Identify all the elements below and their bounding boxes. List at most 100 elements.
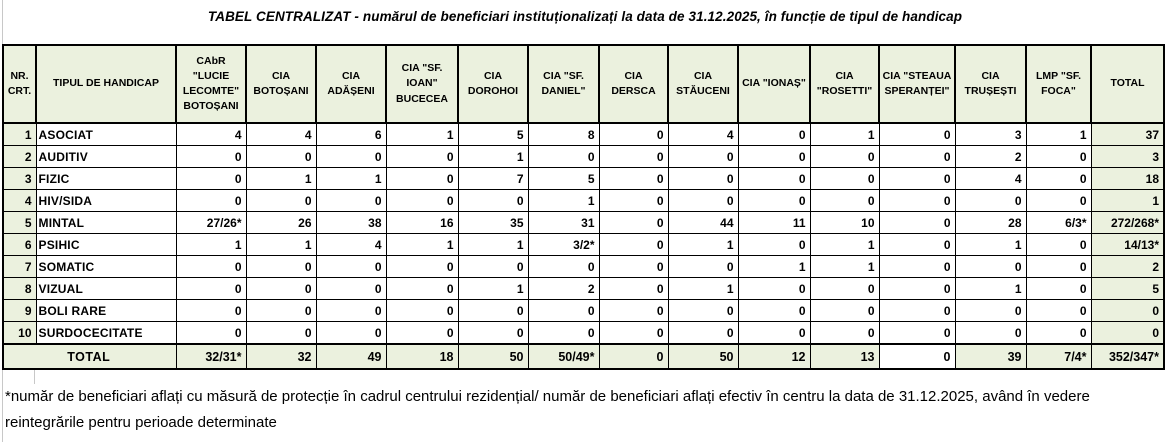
value-cell[interactable]: 28 [954,211,1027,234]
value-cell[interactable]: 0 [598,299,669,322]
value-cell[interactable]: 4 [175,122,247,146]
value-cell[interactable]: 0 [385,145,459,168]
value-cell[interactable]: 31 [527,211,600,234]
value-cell[interactable]: 2 [527,277,600,300]
total-value-cell[interactable]: 50 [667,343,739,370]
value-cell[interactable]: 0 [878,321,956,345]
value-cell[interactable]: 1 [737,255,811,278]
column-header[interactable]: CIA BOTOȘANI [245,44,317,124]
value-cell[interactable]: 0 [878,167,956,190]
column-header[interactable]: CIA TRUȘEȘTI [954,44,1027,124]
value-cell[interactable]: 14/13* [1090,233,1165,256]
value-cell[interactable]: 2 [954,145,1027,168]
column-header[interactable]: LMP "SF. FOCA" [1025,44,1092,124]
value-cell[interactable]: 0 [245,299,317,322]
value-cell[interactable]: 0 [737,167,811,190]
value-cell[interactable]: 1 [1090,189,1165,212]
value-cell[interactable]: 1 [667,277,739,300]
row-number-cell[interactable]: 1 [2,122,37,146]
column-header[interactable]: CIA "SF. IOAN" BUCECEA [385,44,459,124]
column-header[interactable]: NR. CRT. [2,44,37,124]
value-cell[interactable]: 26 [245,211,317,234]
column-header[interactable]: CIA "ROSETTI" [809,44,880,124]
value-cell[interactable]: 0 [878,277,956,300]
value-cell[interactable]: 0 [175,167,247,190]
value-cell[interactable]: 1 [954,233,1027,256]
value-cell[interactable]: 0 [1025,145,1092,168]
value-cell[interactable]: 0 [1025,167,1092,190]
value-cell[interactable]: 0 [175,299,247,322]
value-cell[interactable]: 0 [245,189,317,212]
total-value-cell[interactable]: 50 [457,343,529,370]
value-cell[interactable]: 0 [878,233,956,256]
total-value-cell[interactable]: 49 [315,343,387,370]
value-cell[interactable]: 0 [1025,277,1092,300]
value-cell[interactable]: 0 [598,321,669,345]
value-cell[interactable]: 0 [809,277,880,300]
value-cell[interactable]: 1 [809,233,880,256]
value-cell[interactable]: 0 [598,145,669,168]
value-cell[interactable]: 37 [1090,122,1165,146]
value-cell[interactable]: 0 [737,145,811,168]
value-cell[interactable]: 1 [385,122,459,146]
value-cell[interactable]: 4 [315,233,387,256]
value-cell[interactable]: 0 [667,145,739,168]
value-cell[interactable]: 1 [1025,122,1092,146]
value-cell[interactable]: 0 [737,189,811,212]
total-value-cell[interactable]: 32 [245,343,317,370]
value-cell[interactable]: 0 [809,167,880,190]
value-cell[interactable]: 1 [245,233,317,256]
handicap-type-cell[interactable]: SOMATIC [35,255,177,278]
total-value-cell[interactable]: 39 [954,343,1027,370]
value-cell[interactable]: 0 [878,255,956,278]
handicap-type-cell[interactable]: AUDITIV [35,145,177,168]
value-cell[interactable]: 0 [315,145,387,168]
total-value-cell[interactable]: 50/49* [527,343,600,370]
total-value-cell[interactable]: 7/4* [1025,343,1092,370]
column-header[interactable]: CIA ADĂȘENI [315,44,387,124]
handicap-type-cell[interactable]: VIZUAL [35,277,177,300]
total-value-cell[interactable]: 18 [385,343,459,370]
value-cell[interactable]: 1 [245,167,317,190]
value-cell[interactable]: 0 [385,321,459,345]
value-cell[interactable]: 0 [667,255,739,278]
value-cell[interactable]: 11 [737,211,811,234]
value-cell[interactable]: 0 [598,255,669,278]
value-cell[interactable]: 0 [878,299,956,322]
value-cell[interactable]: 6 [315,122,387,146]
value-cell[interactable]: 0 [878,189,956,212]
value-cell[interactable]: 0 [457,255,529,278]
handicap-type-cell[interactable]: MINTAL [35,211,177,234]
value-cell[interactable]: 1 [457,145,529,168]
value-cell[interactable]: 0 [1025,299,1092,322]
value-cell[interactable]: 0 [809,189,880,212]
value-cell[interactable]: 4 [667,122,739,146]
value-cell[interactable]: 0 [175,277,247,300]
value-cell[interactable]: 0 [598,189,669,212]
value-cell[interactable]: 0 [1090,321,1165,345]
value-cell[interactable]: 0 [527,255,600,278]
value-cell[interactable]: 1 [457,233,529,256]
handicap-type-cell[interactable]: SURDOCECITATE [35,321,177,345]
value-cell[interactable]: 16 [385,211,459,234]
value-cell[interactable]: 0 [954,299,1027,322]
value-cell[interactable]: 0 [385,277,459,300]
value-cell[interactable]: 5 [457,122,529,146]
row-number-cell[interactable]: 8 [2,277,37,300]
value-cell[interactable]: 0 [737,321,811,345]
value-cell[interactable]: 0 [737,122,811,146]
value-cell[interactable]: 0 [1025,255,1092,278]
value-cell[interactable]: 5 [1090,277,1165,300]
value-cell[interactable]: 0 [667,299,739,322]
value-cell[interactable]: 1 [385,233,459,256]
value-cell[interactable]: 0 [245,321,317,345]
total-value-cell[interactable]: 0 [598,343,669,370]
row-number-cell[interactable]: 7 [2,255,37,278]
total-label-cell[interactable]: TOTAL [2,343,177,370]
value-cell[interactable]: 35 [457,211,529,234]
value-cell[interactable]: 0 [809,299,880,322]
row-number-cell[interactable]: 2 [2,145,37,168]
value-cell[interactable]: 0 [1090,299,1165,322]
value-cell[interactable]: 1 [809,255,880,278]
value-cell[interactable]: 0 [809,145,880,168]
